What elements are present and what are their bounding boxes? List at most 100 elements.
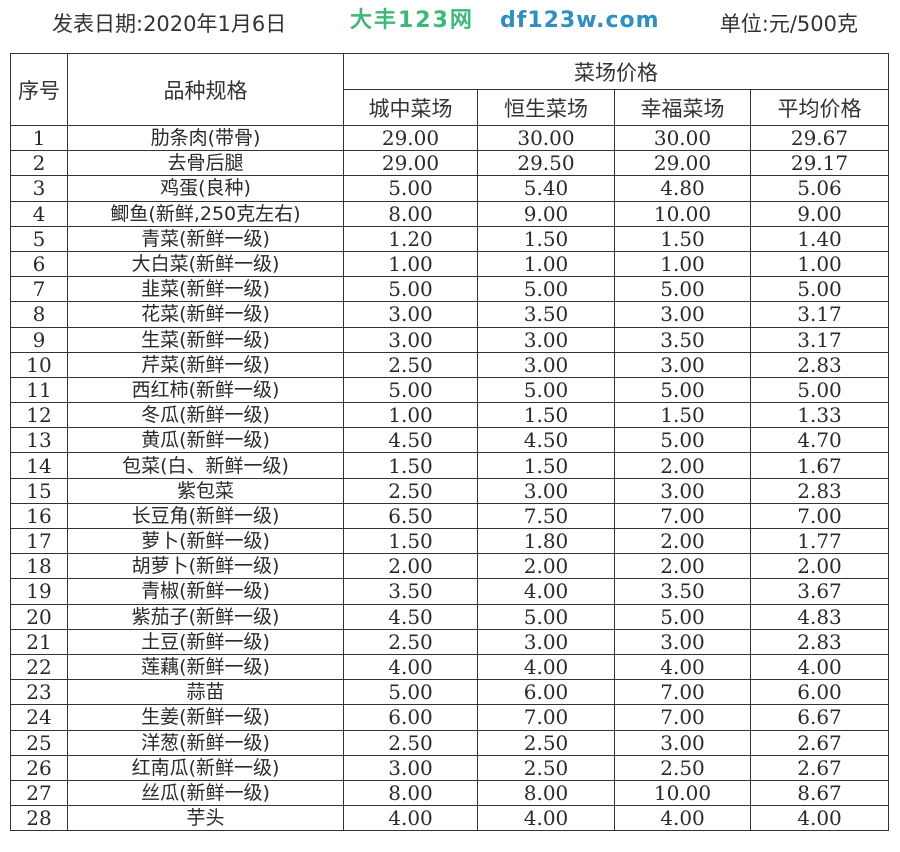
table-row: 7 韭菜(新鲜一级) 5.00 5.00 5.00 5.00 xyxy=(10,276,889,303)
table-row: 10 芹菜(新鲜一级) 2.50 3.00 3.00 2.83 xyxy=(10,351,889,378)
cell-index: 2 xyxy=(10,150,68,177)
cell-hengsheng: 3.00 xyxy=(477,628,615,655)
cell-name: 鲫鱼(新鲜,250克左右) xyxy=(67,200,344,227)
cell-name: 土豆(新鲜一级) xyxy=(67,628,344,655)
cell-name: 芋头 xyxy=(67,805,344,832)
cell-hengsheng: 5.40 xyxy=(477,175,615,202)
cell-index: 7 xyxy=(10,276,68,303)
cell-xingfu: 5.00 xyxy=(614,603,751,630)
table-row: 17 萝卜(新鲜一级) 1.50 1.80 2.00 1.77 xyxy=(10,527,889,555)
cell-name: 花菜(新鲜一级) xyxy=(67,301,344,328)
cell-average: 1.67 xyxy=(750,452,889,479)
cell-index: 23 xyxy=(10,679,68,706)
cell-index: 6 xyxy=(10,250,68,278)
cell-average: 2.67 xyxy=(750,729,889,756)
cell-index: 3 xyxy=(10,175,68,202)
cell-hengsheng: 2.00 xyxy=(477,553,615,580)
header-market: 幸福菜场 xyxy=(614,89,751,126)
table-body: 1 肋条肉(带骨) 29.00 30.00 30.00 29.67 2 去骨后腿 29.00 29… xyxy=(10,124,889,832)
cell-chengzhong: 6.00 xyxy=(343,704,478,731)
cell-average: 2.83 xyxy=(750,351,889,378)
table-row: 24 生姜(新鲜一级) 6.00 7.00 7.00 6.67 xyxy=(10,704,889,731)
cell-name: 冬瓜(新鲜一级) xyxy=(67,402,344,429)
watermark-logo: 大丰123网 xyxy=(350,8,474,33)
header-market: 平均价格 xyxy=(750,89,889,126)
cell-index: 22 xyxy=(10,653,68,681)
cell-chengzhong: 1.50 xyxy=(343,452,478,479)
cell-average: 29.17 xyxy=(750,150,889,177)
cell-name: 丝瓜(新鲜一级) xyxy=(67,779,344,807)
cell-name: 鸡蛋(良种) xyxy=(67,175,344,202)
cell-name: 蒜苗 xyxy=(67,679,344,706)
cell-xingfu: 29.00 xyxy=(614,150,751,177)
cell-index: 8 xyxy=(10,301,68,328)
cell-index: 21 xyxy=(10,628,68,655)
header-market: 恒生菜场 xyxy=(477,89,615,126)
cell-hengsheng: 2.50 xyxy=(477,754,615,781)
cell-chengzhong: 2.50 xyxy=(343,477,478,504)
cell-hengsheng: 3.00 xyxy=(477,477,615,504)
table-row: 13 黄瓜(新鲜一级) 4.50 4.50 5.00 4.70 xyxy=(10,427,889,454)
cell-hengsheng: 29.50 xyxy=(477,150,615,177)
table-row: 18 胡萝卜(新鲜一级) 2.00 2.00 2.00 2.00 xyxy=(10,553,889,580)
cell-chengzhong: 29.00 xyxy=(343,150,478,177)
table-row: 21 土豆(新鲜一级) 2.50 3.00 3.00 2.83 xyxy=(10,628,889,655)
cell-average: 3.67 xyxy=(750,578,889,605)
cell-name: 长豆角(新鲜一级) xyxy=(67,502,344,530)
cell-chengzhong: 1.00 xyxy=(343,402,478,429)
table-row: 4 鲫鱼(新鲜,250克左右) 8.00 9.00 10.00 9.00 xyxy=(10,200,889,227)
cell-hengsheng: 1.80 xyxy=(477,527,615,555)
cell-index: 15 xyxy=(10,477,68,504)
cell-xingfu: 2.00 xyxy=(614,553,751,580)
table-row: 9 生菜(新鲜一级) 3.00 3.00 3.50 3.17 xyxy=(10,326,889,353)
cell-hengsheng: 6.00 xyxy=(477,679,615,706)
cell-chengzhong: 8.00 xyxy=(343,200,478,227)
cell-chengzhong: 4.50 xyxy=(343,427,478,454)
unit-label: 单位:元/500克 xyxy=(719,12,858,36)
cell-name: 生姜(新鲜一级) xyxy=(67,704,344,731)
cell-name: 红南瓜(新鲜一级) xyxy=(67,754,344,781)
cell-chengzhong: 3.50 xyxy=(343,578,478,605)
cell-chengzhong: 8.00 xyxy=(343,779,478,807)
cell-average: 1.33 xyxy=(750,402,889,429)
cell-index: 9 xyxy=(10,326,68,353)
cell-chengzhong: 29.00 xyxy=(343,124,478,152)
cell-index: 19 xyxy=(10,578,68,605)
cell-chengzhong: 1.20 xyxy=(343,225,478,252)
cell-index: 14 xyxy=(10,452,68,479)
cell-name: 萝卜(新鲜一级) xyxy=(67,527,344,555)
cell-chengzhong: 4.00 xyxy=(343,805,478,832)
cell-xingfu: 1.00 xyxy=(614,250,751,278)
cell-xingfu: 3.50 xyxy=(614,578,751,605)
cell-index: 4 xyxy=(10,200,68,227)
cell-average: 3.17 xyxy=(750,301,889,328)
cell-average: 2.67 xyxy=(750,754,889,781)
cell-index: 1 xyxy=(10,124,68,152)
cell-name: 胡萝卜(新鲜一级) xyxy=(67,553,344,580)
cell-index: 25 xyxy=(10,729,68,756)
header-index: 序号 xyxy=(10,53,68,126)
cell-chengzhong: 4.00 xyxy=(343,653,478,681)
cell-xingfu: 1.50 xyxy=(614,402,751,429)
cell-xingfu: 3.00 xyxy=(614,628,751,655)
cell-hengsheng: 5.00 xyxy=(477,376,615,404)
cell-xingfu: 2.00 xyxy=(614,527,751,555)
cell-average: 5.06 xyxy=(750,175,889,202)
cell-average: 4.00 xyxy=(750,805,889,832)
cell-index: 12 xyxy=(10,402,68,429)
cell-xingfu: 2.50 xyxy=(614,754,751,781)
cell-name: 包菜(白、新鲜一级) xyxy=(67,452,344,479)
cell-average: 2.00 xyxy=(750,553,889,580)
cell-chengzhong: 6.50 xyxy=(343,502,478,530)
cell-average: 8.67 xyxy=(750,779,889,807)
cell-chengzhong: 5.00 xyxy=(343,276,478,303)
cell-hengsheng: 7.50 xyxy=(477,502,615,530)
cell-xingfu: 30.00 xyxy=(614,124,751,152)
price-table: 序号 品种规格 菜场价格 城中菜场 恒生菜场 幸福菜场 平均价格 1 肋条肉(带骨) 29… xyxy=(10,53,889,832)
cell-xingfu: 3.00 xyxy=(614,477,751,504)
table-row: 15 紫包菜 2.50 3.00 3.00 2.83 xyxy=(10,477,889,504)
cell-chengzhong: 5.00 xyxy=(343,175,478,202)
cell-hengsheng: 8.00 xyxy=(477,779,615,807)
cell-name: 黄瓜(新鲜一级) xyxy=(67,427,344,454)
cell-hengsheng: 4.00 xyxy=(477,805,615,832)
